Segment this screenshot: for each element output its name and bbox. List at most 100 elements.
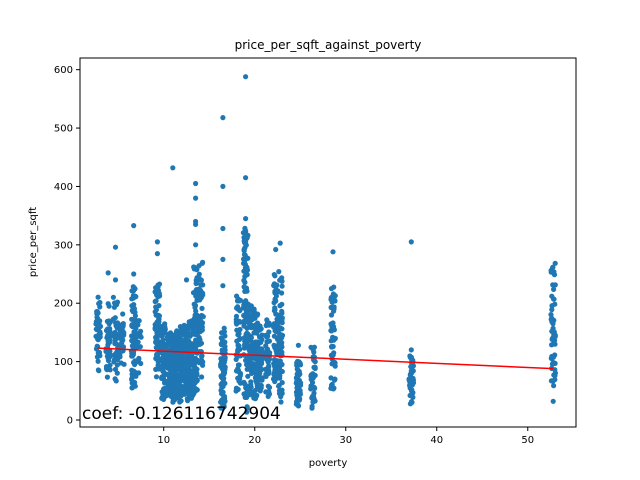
data-point: [199, 260, 205, 266]
data-point: [172, 385, 178, 391]
data-point: [295, 396, 301, 402]
data-point: [279, 361, 285, 368]
data-point: [245, 301, 251, 307]
data-point: [242, 342, 248, 348]
data-point: [409, 387, 415, 393]
data-point: [552, 260, 558, 266]
data-point: [173, 395, 179, 401]
regression-layer: [98, 347, 554, 370]
data-point: [243, 231, 249, 237]
data-point: [235, 348, 241, 355]
data-point: [241, 238, 247, 244]
data-point-outlier: [295, 342, 301, 348]
data-point: [218, 381, 224, 387]
data-point: [278, 399, 284, 405]
data-point: [312, 364, 318, 370]
data-point: [258, 361, 265, 367]
data-point: [248, 379, 254, 385]
data-point: [233, 385, 239, 391]
data-point: [153, 337, 159, 343]
data-point: [191, 264, 197, 270]
data-point: [310, 393, 316, 399]
data-point: [198, 282, 204, 288]
data-point: [135, 319, 141, 325]
data-point: [137, 344, 143, 350]
data-point: [192, 365, 199, 371]
data-point: [550, 321, 556, 327]
data-point: [159, 333, 165, 339]
data-point: [222, 339, 228, 345]
data-point: [199, 359, 205, 365]
data-point: [182, 377, 188, 383]
data-point: [182, 383, 188, 389]
data-point-outlier: [273, 246, 279, 253]
data-point: [129, 353, 135, 359]
data-point: [235, 366, 241, 372]
data-point: [105, 355, 111, 361]
data-point: [133, 294, 139, 300]
data-point: [194, 371, 200, 377]
data-point: [138, 334, 144, 340]
data-point: [105, 332, 111, 338]
data-point: [192, 326, 198, 333]
data-point: [264, 334, 270, 340]
data-point: [155, 282, 161, 288]
y-axis-label: price_per_sqft: [28, 207, 39, 277]
data-point: [242, 394, 248, 400]
data-point: [550, 354, 557, 360]
data-point: [246, 320, 252, 326]
data-point: [94, 354, 100, 360]
data-point: [277, 373, 283, 379]
data-points: [93, 74, 559, 415]
data-point: [273, 298, 279, 304]
data-point: [250, 315, 256, 321]
data-point: [182, 341, 188, 347]
data-point: [241, 248, 247, 254]
data-point: [120, 323, 126, 329]
data-point-outlier: [277, 240, 283, 246]
data-point: [328, 286, 335, 292]
data-point: [96, 368, 102, 374]
data-point: [153, 298, 159, 304]
data-point: [408, 364, 414, 370]
data-point: [192, 302, 199, 309]
data-point: [95, 322, 101, 328]
y-axis-ticks: 0 100 200 300 400 500 600: [54, 65, 80, 426]
data-point: [276, 383, 282, 389]
data-point: [271, 342, 277, 348]
data-point-outlier: [170, 165, 176, 171]
coefficient-annotation: coef: -0.126116742904: [82, 404, 281, 424]
data-point: [294, 360, 300, 366]
data-point: [309, 403, 315, 409]
data-point: [550, 282, 556, 288]
data-point: [192, 312, 198, 318]
data-point: [552, 377, 558, 383]
data-point: [310, 399, 316, 405]
data-point: [279, 380, 285, 386]
data-point: [551, 333, 557, 339]
data-point: [186, 340, 192, 346]
data-point: [220, 347, 226, 354]
data-point: [235, 375, 241, 381]
data-point: [410, 368, 416, 374]
data-point: [114, 302, 120, 308]
data-point: [220, 376, 226, 383]
data-point-outlier: [220, 256, 226, 262]
data-point: [105, 326, 111, 332]
data-point: [551, 269, 557, 275]
data-point: [177, 399, 183, 405]
data-point: [551, 383, 557, 389]
data-point: [551, 286, 557, 292]
data-point: [196, 271, 202, 277]
y-tick-label: 300: [54, 240, 73, 251]
data-point: [234, 321, 240, 327]
data-point: [130, 384, 136, 390]
data-point: [266, 329, 272, 335]
data-point: [548, 316, 554, 322]
data-point: [106, 321, 112, 327]
data-point: [173, 355, 179, 361]
data-point: [200, 292, 206, 298]
data-point: [332, 376, 338, 382]
data-point: [129, 288, 135, 294]
